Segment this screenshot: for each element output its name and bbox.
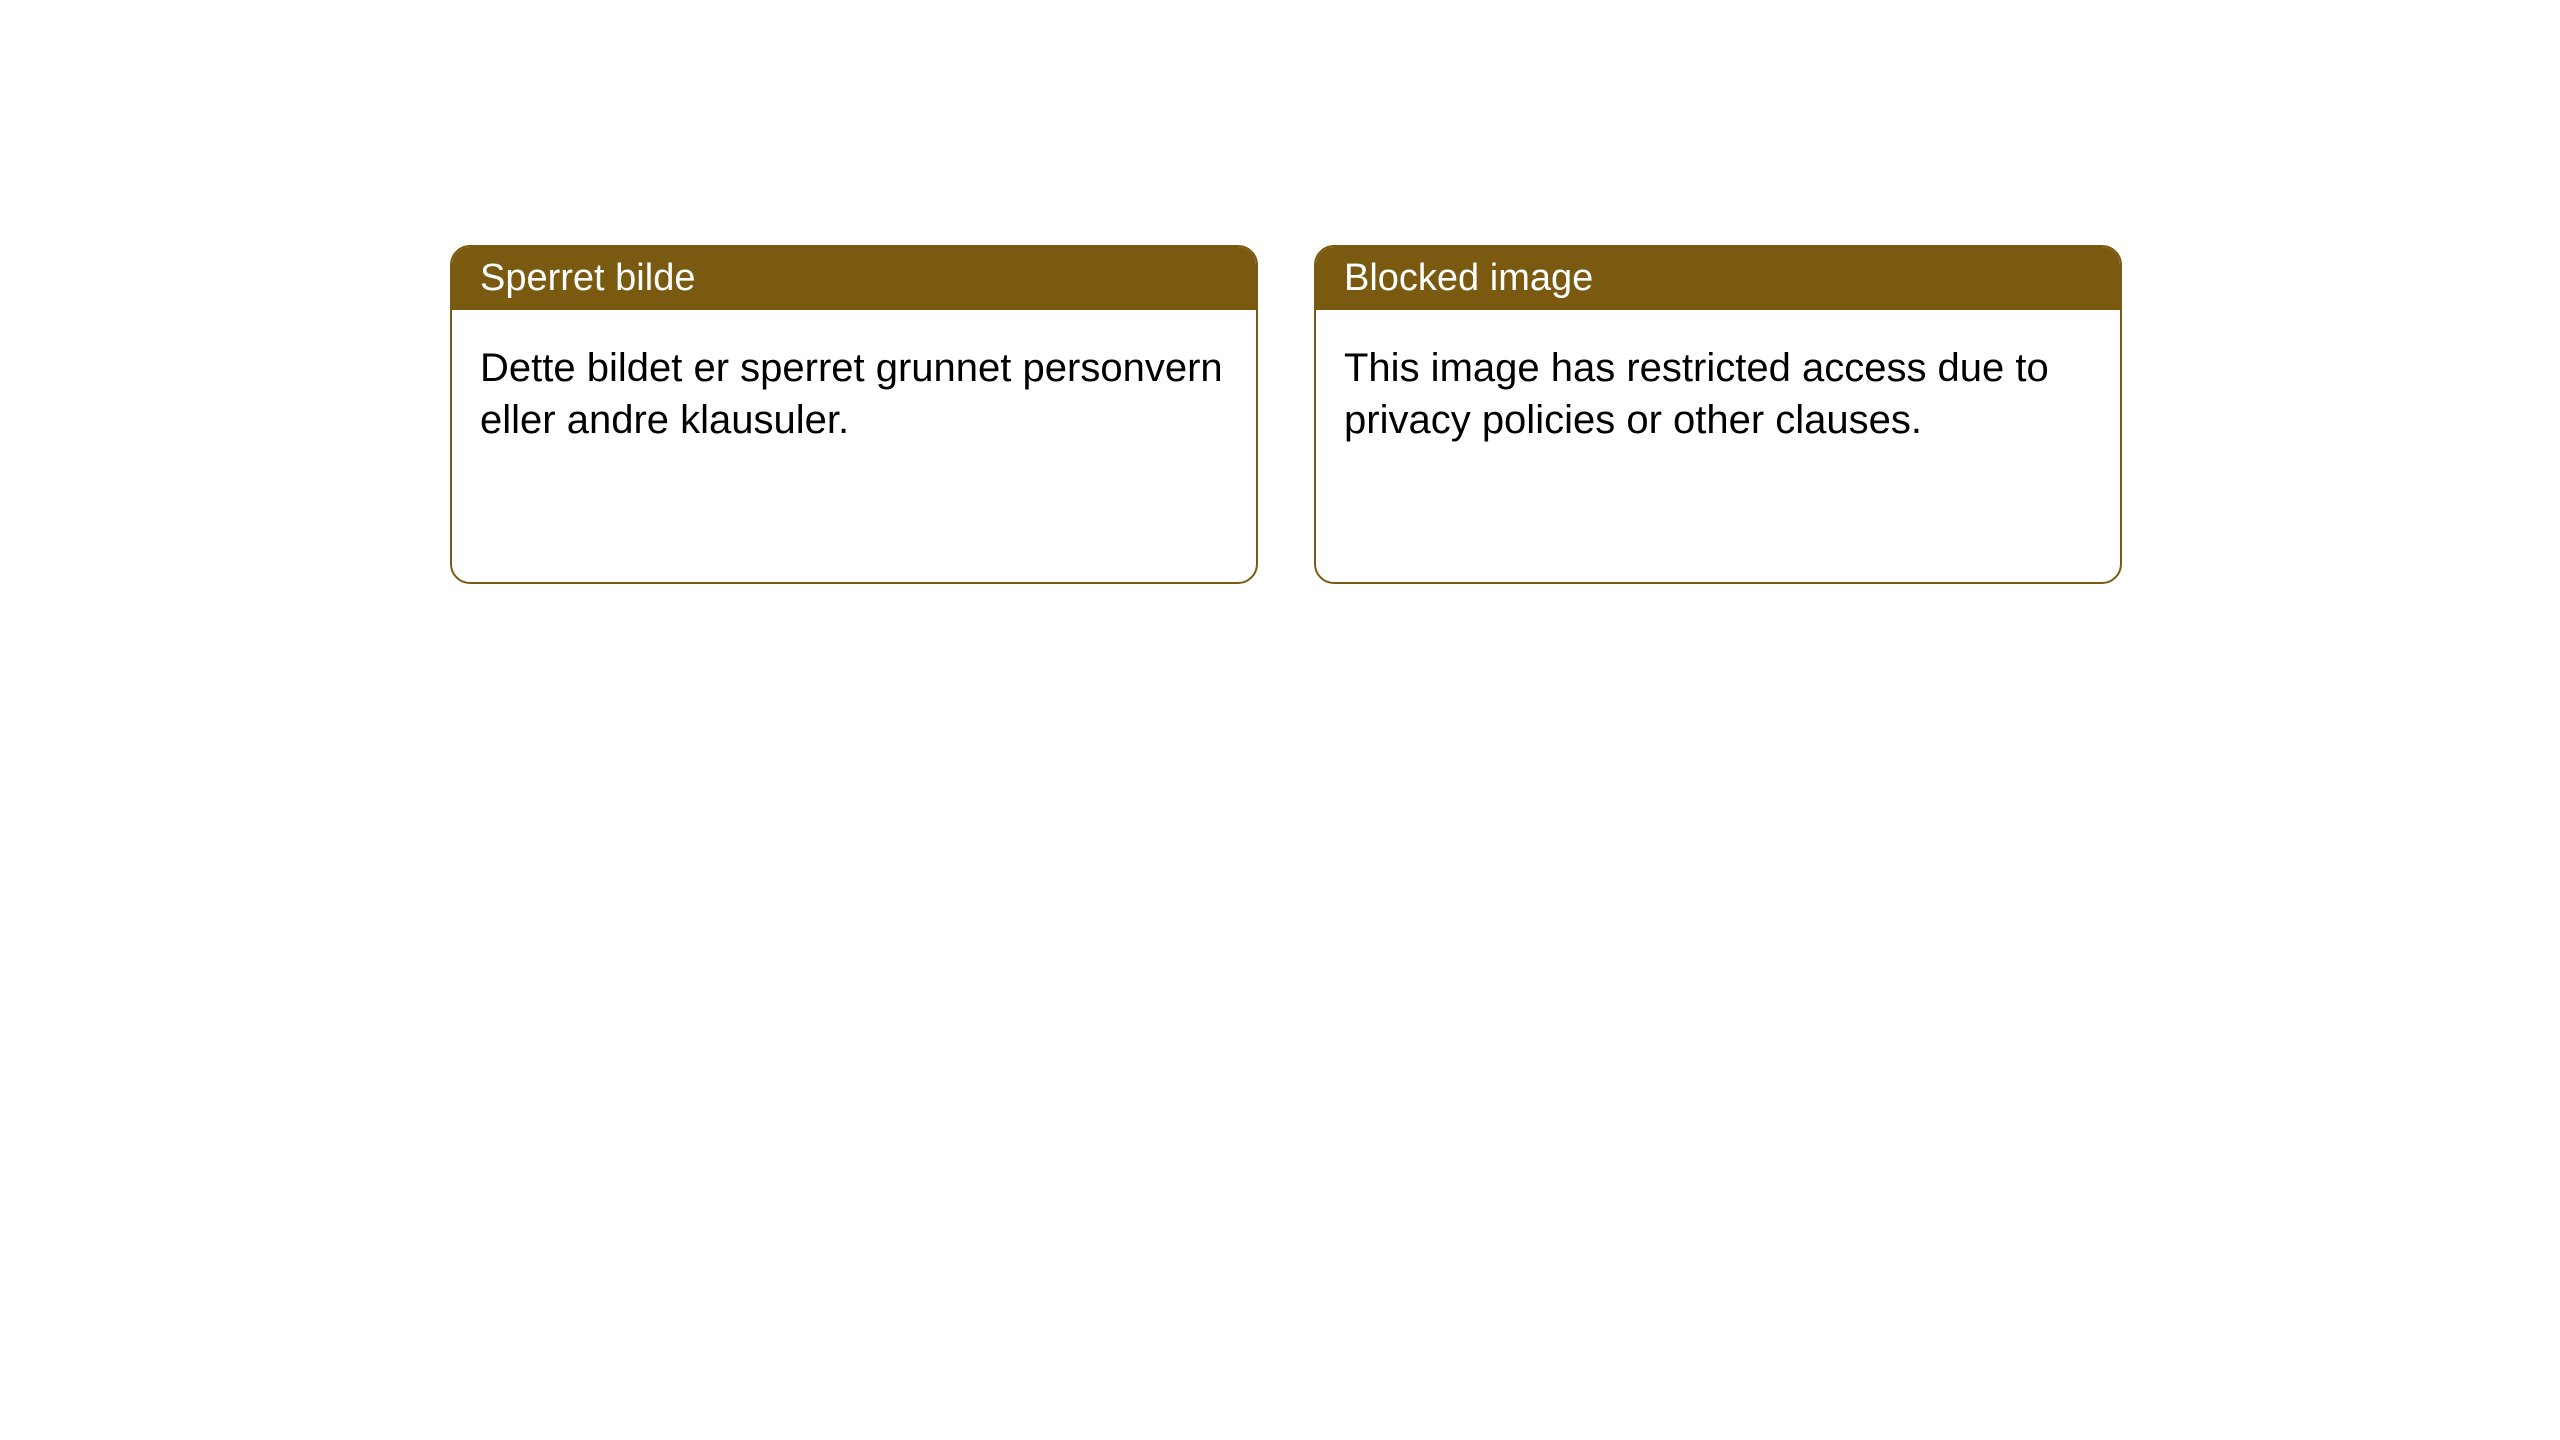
card-body: Dette bildet er sperret grunnet personve… bbox=[452, 310, 1256, 478]
notice-card-english: Blocked image This image has restricted … bbox=[1314, 245, 2122, 584]
notice-card-norwegian: Sperret bilde Dette bildet er sperret gr… bbox=[450, 245, 1258, 584]
notice-cards-container: Sperret bilde Dette bildet er sperret gr… bbox=[0, 0, 2560, 584]
card-title: Sperret bilde bbox=[480, 257, 695, 299]
card-body-text: This image has restricted access due to … bbox=[1344, 346, 2049, 442]
card-title: Blocked image bbox=[1344, 257, 1593, 299]
card-body-text: Dette bildet er sperret grunnet personve… bbox=[480, 346, 1223, 442]
card-header: Blocked image bbox=[1316, 247, 2120, 310]
card-header: Sperret bilde bbox=[452, 247, 1256, 310]
card-body: This image has restricted access due to … bbox=[1316, 310, 2120, 478]
